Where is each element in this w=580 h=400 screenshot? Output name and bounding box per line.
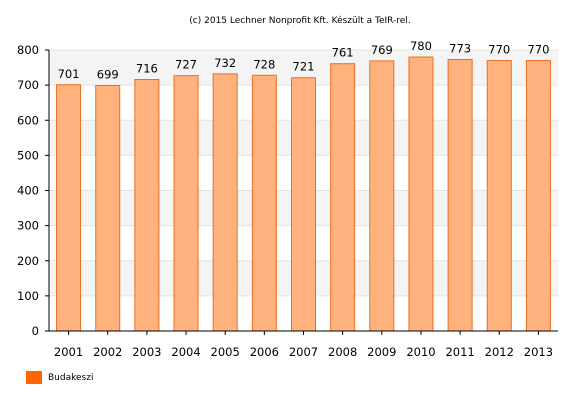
- x-tick-label-2005: 2005: [211, 345, 240, 359]
- x-tick-label-2011: 2011: [445, 345, 474, 359]
- legend-label-budakeszi: Budakeszi: [48, 372, 94, 383]
- data-label-2009: 769: [371, 43, 393, 57]
- data-label-2007: 721: [293, 60, 315, 74]
- y-axis: 0 100 200 300 400 500 600 700 800: [17, 43, 50, 338]
- x-tick-label-2009: 2009: [367, 345, 396, 359]
- data-labels-group: 701 699 716 727 732 728 721 761 769 780 773 770 770: [58, 39, 550, 81]
- y-tick-label: 0: [32, 324, 39, 338]
- x-tick-label-2006: 2006: [250, 345, 279, 359]
- y-tick-label: 800: [17, 43, 39, 57]
- legend: Budakeszi: [26, 371, 93, 384]
- bar-2004: [173, 75, 199, 332]
- bars-group: [56, 56, 551, 332]
- y-tick-label: 400: [17, 184, 39, 198]
- data-label-2004: 727: [175, 58, 197, 72]
- data-label-2008: 761: [332, 46, 354, 60]
- data-label-2013: 770: [527, 43, 549, 57]
- data-label-2001: 701: [58, 67, 80, 81]
- chart-title: (c) 2015 Lechner Nonprofit Kft. Készült …: [189, 15, 410, 26]
- data-label-2012: 770: [488, 43, 510, 57]
- y-tick-label: 100: [17, 289, 39, 303]
- x-tick-label-2002: 2002: [93, 345, 122, 359]
- x-tick-label-2008: 2008: [328, 345, 357, 359]
- y-tick-label: 600: [17, 113, 39, 127]
- x-axis: 2001 2002 2003 2004 2005 2006 2007 2008 2009 2010…: [49, 330, 558, 359]
- x-tick-label-2003: 2003: [132, 345, 161, 359]
- bar-2007: [291, 77, 316, 332]
- x-tick-label-2004: 2004: [171, 345, 200, 359]
- data-label-2011: 773: [449, 41, 471, 55]
- data-label-2010: 780: [410, 39, 432, 53]
- data-label-2003: 716: [136, 62, 158, 76]
- data-label-2006: 728: [253, 57, 275, 71]
- bar-2009: [369, 60, 395, 332]
- bar-2010: [408, 56, 434, 332]
- legend-swatch: [26, 371, 42, 384]
- bar-2003: [134, 79, 160, 332]
- data-label-2005: 732: [214, 56, 236, 70]
- x-tick-label-2007: 2007: [289, 345, 318, 359]
- x-tick-label-2010: 2010: [406, 345, 435, 359]
- bar-2005: [212, 73, 238, 332]
- bar-2013: [525, 60, 551, 332]
- bar-2006: [251, 74, 277, 332]
- x-tick-label-2012: 2012: [485, 345, 514, 359]
- bar-2011: [447, 58, 473, 332]
- bar-2012: [486, 60, 512, 332]
- bar-2001: [56, 84, 82, 332]
- x-tick-label-2001: 2001: [54, 345, 83, 359]
- bar-2002: [95, 84, 121, 332]
- y-tick-label: 200: [17, 254, 39, 268]
- y-tick-label: 700: [17, 78, 39, 92]
- bar-2008: [330, 63, 356, 332]
- y-tick-label: 300: [17, 219, 39, 233]
- data-label-2002: 699: [97, 67, 119, 81]
- x-tick-label-2013: 2013: [524, 345, 553, 359]
- y-tick-label: 500: [17, 148, 39, 162]
